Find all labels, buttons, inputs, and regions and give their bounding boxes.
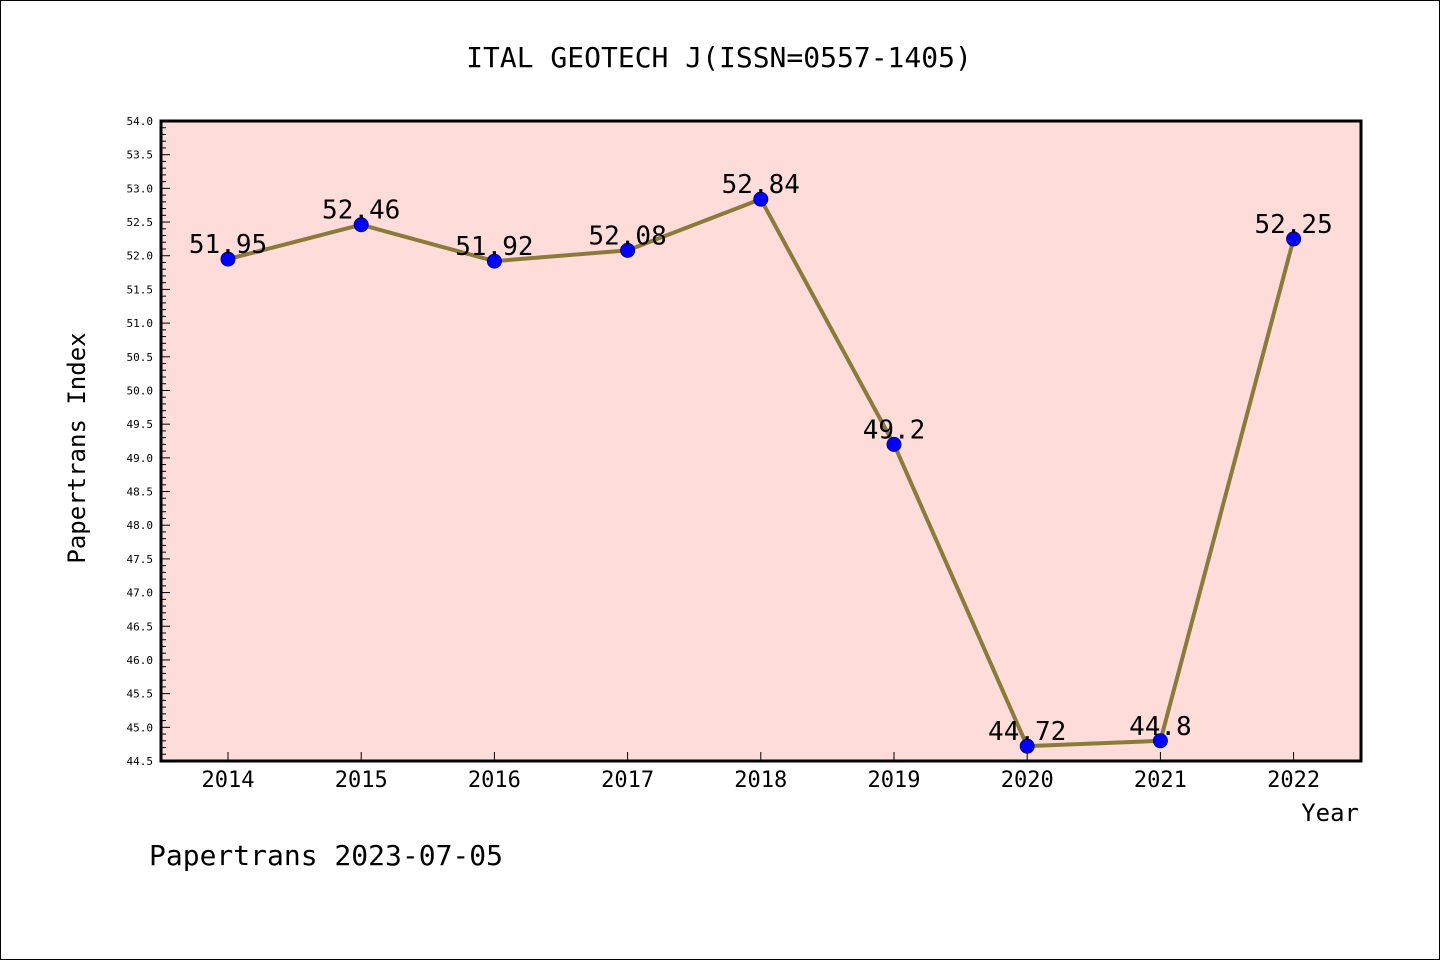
y-tick-label: 52.0: [127, 250, 154, 263]
y-tick-label: 47.5: [127, 553, 154, 566]
y-tick-label: 49.5: [127, 418, 154, 431]
data-label: 51.95: [189, 230, 267, 260]
y-tick-label: 53.0: [127, 182, 154, 195]
plot-border: [159, 119, 1363, 763]
data-label: 44.72: [988, 717, 1066, 747]
x-tick-label: 2014: [202, 768, 255, 793]
data-label: 51.92: [455, 232, 533, 262]
x-tick-label: 2017: [601, 768, 654, 793]
y-axis: 44.5 45.0 45.5 46.0 46.5 47.0 47.5 48.0 48.5 49.0…: [127, 115, 170, 768]
y-tick-label: 44.5: [127, 755, 154, 768]
y-tick-label: 51.0: [127, 317, 154, 330]
data-labels-layer: 51.95 52.46 51.92 52.08 52.84 49.2 44.72 44.8 52…: [189, 170, 1333, 747]
data-point: [486, 253, 502, 269]
y-tick-label: 51.5: [127, 283, 154, 296]
data-label: 52.25: [1254, 210, 1332, 240]
y-axis-label: Papertrans Index: [63, 332, 91, 563]
x-tick-label: 2022: [1267, 768, 1320, 793]
x-tick-label: 2016: [468, 768, 521, 793]
y-tick-label: 52.5: [127, 216, 154, 229]
x-tick-label: 2021: [1134, 768, 1187, 793]
y-tick-label: 45.0: [127, 721, 154, 734]
data-point: [353, 217, 369, 233]
x-tick-label: 2020: [1001, 768, 1054, 793]
y-tick-label: 50.0: [127, 384, 154, 397]
y-tick-label: 50.5: [127, 351, 154, 364]
data-label: 44.8: [1129, 712, 1192, 742]
chart-title: ITAL GEOTECH J(ISSN=0557-1405): [466, 41, 972, 74]
data-point: [620, 242, 636, 258]
data-point: [886, 436, 902, 452]
data-point: [753, 191, 769, 207]
y-tick-label: 48.0: [127, 519, 154, 532]
data-point: [1152, 733, 1168, 749]
data-label: 52.84: [722, 170, 800, 200]
x-axis-label: Year: [1301, 799, 1359, 827]
y-tick-label: 46.0: [127, 654, 154, 667]
series-layer: [220, 191, 1302, 754]
y-tick-label: 49.0: [127, 452, 154, 465]
x-tick-label: 2019: [868, 768, 921, 793]
y-tick-label: 53.5: [127, 149, 154, 162]
data-label: 52.46: [322, 196, 400, 226]
footer-text: Papertrans 2023-07-05: [149, 839, 503, 872]
data-point: [1286, 231, 1302, 247]
y-tick-label: 48.5: [127, 486, 154, 499]
data-point: [220, 251, 236, 267]
x-tick-label: 2018: [734, 768, 787, 793]
data-label: 49.2: [863, 415, 926, 445]
y-tick-label: 47.0: [127, 587, 154, 600]
y-tick-label: 54.0: [127, 115, 154, 128]
data-label: 52.08: [588, 221, 666, 251]
y-tick-label: 45.5: [127, 688, 154, 701]
y-tick-label: 46.5: [127, 620, 154, 633]
data-point: [1019, 738, 1035, 754]
x-tick-label: 2015: [335, 768, 388, 793]
